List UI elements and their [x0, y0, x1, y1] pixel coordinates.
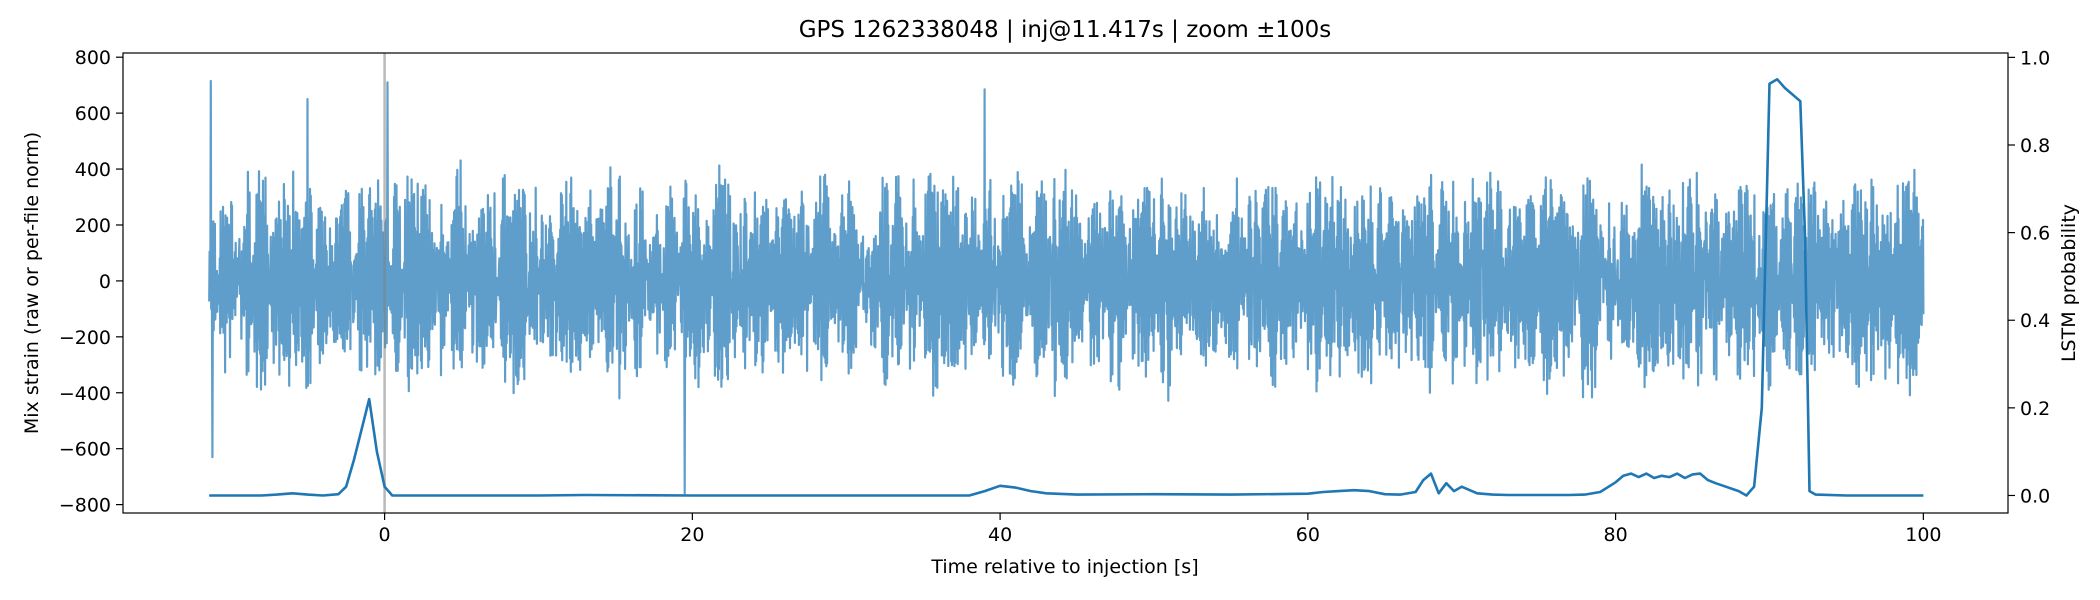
probability-line: [209, 78, 1924, 497]
y-right-tick-label: 0.4: [2020, 310, 2050, 332]
x-tick-label: 60: [1296, 524, 1320, 546]
y-right-tick-label: 0.6: [2020, 223, 2050, 245]
chart-title: GPS 1262338048 | inj@11.417s | zoom ±100…: [799, 17, 1332, 43]
y-right-tick-label: 0.0: [2020, 485, 2050, 507]
y-right-tick-label: 1.0: [2020, 47, 2050, 69]
y-left-tick-label: −600: [59, 439, 111, 461]
x-tick-label: 0: [379, 524, 391, 546]
strain-line: [208, 79, 1925, 495]
y-left-tick-label: 400: [75, 159, 111, 181]
y-left-tick-label: 200: [75, 215, 111, 237]
y-left-tick-label: 800: [75, 47, 111, 69]
x-tick-label: 20: [680, 524, 704, 546]
x-tick-label: 80: [1604, 524, 1628, 546]
x-tick-label: 100: [1905, 524, 1941, 546]
y-left-tick-label: 600: [75, 103, 111, 125]
x-tick-label: 40: [988, 524, 1012, 546]
x-axis-label: Time relative to injection [s]: [930, 556, 1198, 578]
plot-frame: [122, 52, 2009, 514]
probability-series: [209, 78, 1924, 497]
y-left-tick-label: −400: [59, 383, 111, 405]
y-left-tick-label: 0: [99, 271, 111, 293]
y-axis-right: 0.0 0.2 0.4 0.6 0.8 1.0: [2008, 47, 2050, 507]
y-axis-left-label: Mix strain (raw or per-file norm): [21, 132, 43, 434]
x-axis: 0 20 40 60 80 100: [379, 513, 1942, 546]
y-axis-left: −800 −600 −400 −200 0 200 400 600 800: [59, 47, 123, 517]
y-left-tick-label: −800: [59, 495, 111, 517]
y-right-tick-label: 0.8: [2020, 135, 2050, 157]
y-axis-right-label: LSTM probability: [2058, 204, 2080, 362]
y-left-tick-label: −200: [59, 327, 111, 349]
y-right-tick-label: 0.2: [2020, 398, 2050, 420]
strain-series: [208, 79, 1925, 495]
